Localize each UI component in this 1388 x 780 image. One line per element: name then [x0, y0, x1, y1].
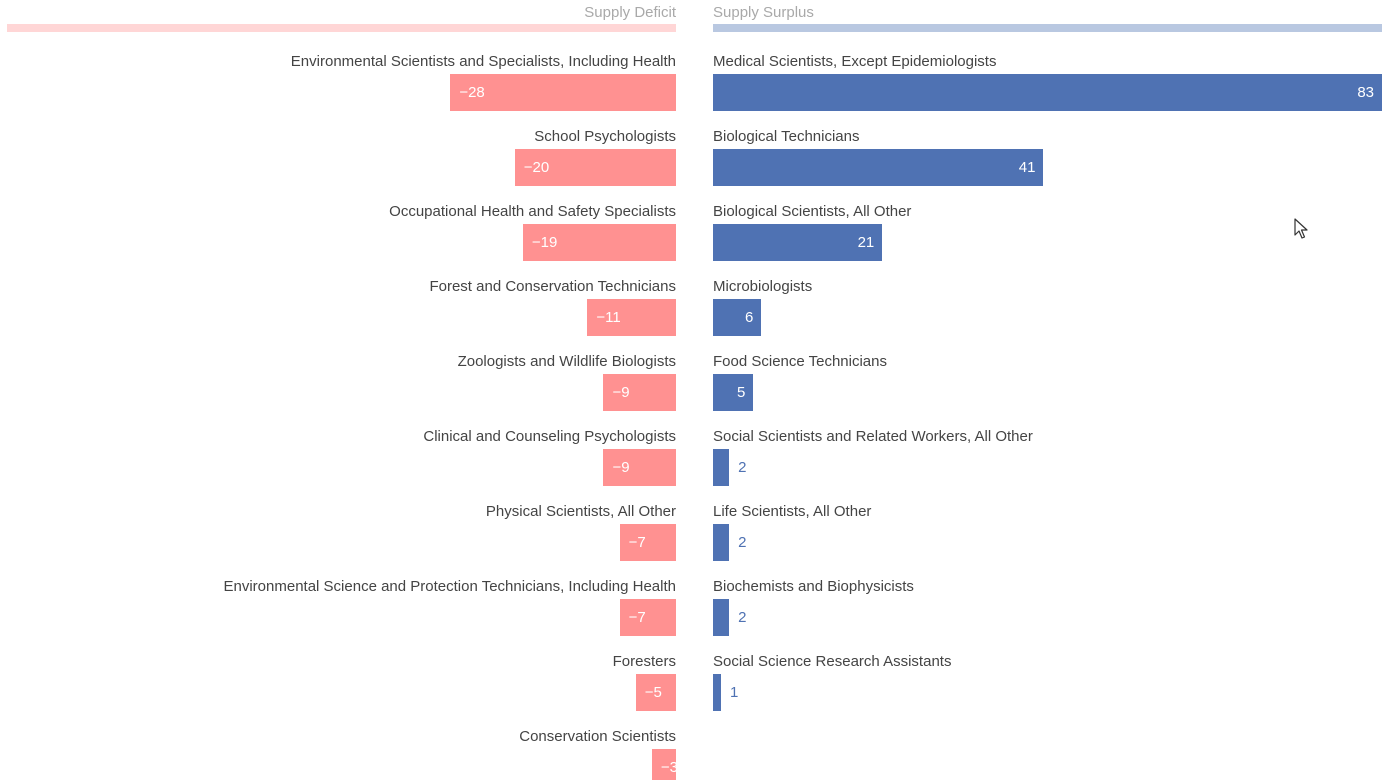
deficit-category-label: Zoologists and Wildlife Biologists: [457, 353, 676, 370]
surplus-value-label: 21: [857, 234, 875, 251]
surplus-category-label: Social Science Research Assistants: [713, 653, 952, 670]
surplus-header: Supply Surplus: [713, 4, 814, 21]
surplus-category-label: Social Scientists and Related Workers, A…: [713, 428, 1033, 445]
deficit-value-label: −7: [628, 609, 646, 626]
deficit-value-label: −20: [523, 159, 550, 176]
surplus-bar: [713, 74, 1382, 111]
surplus-category-label: Microbiologists: [713, 278, 813, 295]
deficit-bar: [603, 449, 676, 486]
surplus-category-label: Biological Technicians: [713, 128, 860, 145]
surplus-category-label: Biological Scientists, All Other: [713, 203, 912, 220]
deficit-bar: [635, 674, 676, 711]
deficit-category-label: Foresters: [612, 653, 676, 670]
deficit-category-label: Occupational Health and Safety Specialis…: [389, 203, 676, 220]
deficit-value-label: −9: [612, 459, 630, 476]
surplus-value-label: 83: [1357, 84, 1374, 101]
deficit-header-bar: [7, 24, 676, 32]
deficit-bar: [514, 149, 676, 186]
surplus-value-label: 1: [730, 684, 739, 701]
surplus-bar: [713, 599, 730, 636]
mouse-cursor-icon: [1294, 218, 1308, 239]
surplus-bar: [713, 149, 1044, 186]
deficit-bar: [619, 524, 676, 561]
surplus-category-label: Medical Scientists, Except Epidemiologis…: [713, 53, 997, 70]
deficit-bar: [522, 224, 676, 261]
deficit-category-label: Environmental Scientists and Specialists…: [290, 53, 676, 70]
deficit-bar: [619, 599, 676, 636]
deficit-category-label: Physical Scientists, All Other: [485, 503, 676, 520]
surplus-bar: [713, 374, 754, 411]
deficit-value-label: −3: [660, 759, 678, 776]
deficit-category-label: Environmental Science and Protection Tec…: [223, 578, 677, 595]
deficit-header: Supply Deficit: [584, 4, 676, 21]
deficit-value-label: −5: [644, 684, 662, 701]
surplus-bar: [713, 674, 722, 711]
deficit-value-label: −28: [459, 84, 485, 101]
surplus-header-bar: [713, 24, 1382, 32]
deficit-bar: [587, 299, 676, 336]
surplus-value-label: 2: [738, 534, 747, 551]
deficit-bar: [603, 374, 676, 411]
surplus-category-label: Biochemists and Biophysicists: [713, 578, 914, 595]
surplus-bar: [713, 299, 762, 336]
surplus-value-label: 41: [1018, 159, 1036, 176]
surplus-category-label: Food Science Technicians: [713, 353, 887, 370]
surplus-bar: [713, 224, 883, 261]
deficit-value-label: −19: [531, 234, 558, 251]
surplus-bar: [713, 449, 730, 486]
deficit-category-label: School Psychologists: [534, 128, 676, 145]
deficit-value-label: −11: [596, 309, 621, 326]
deficit-category-label: Conservation Scientists: [519, 728, 676, 745]
deficit-category-label: Forest and Conservation Technicians: [429, 278, 676, 295]
deficit-bar: [651, 749, 676, 780]
surplus-value-label: 2: [738, 459, 747, 476]
deficit-value-label: −9: [612, 384, 630, 401]
surplus-value-label: 2: [738, 609, 747, 626]
deficit-category-label: Clinical and Counseling Psychologists: [423, 428, 676, 445]
surplus-bar: [713, 524, 730, 561]
surplus-value-label: 6: [745, 309, 754, 326]
surplus-value-label: 5: [736, 384, 746, 401]
deficit-bar: [450, 74, 676, 111]
surplus-category-label: Life Scientists, All Other: [713, 503, 872, 520]
deficit-value-label: −7: [628, 534, 646, 551]
